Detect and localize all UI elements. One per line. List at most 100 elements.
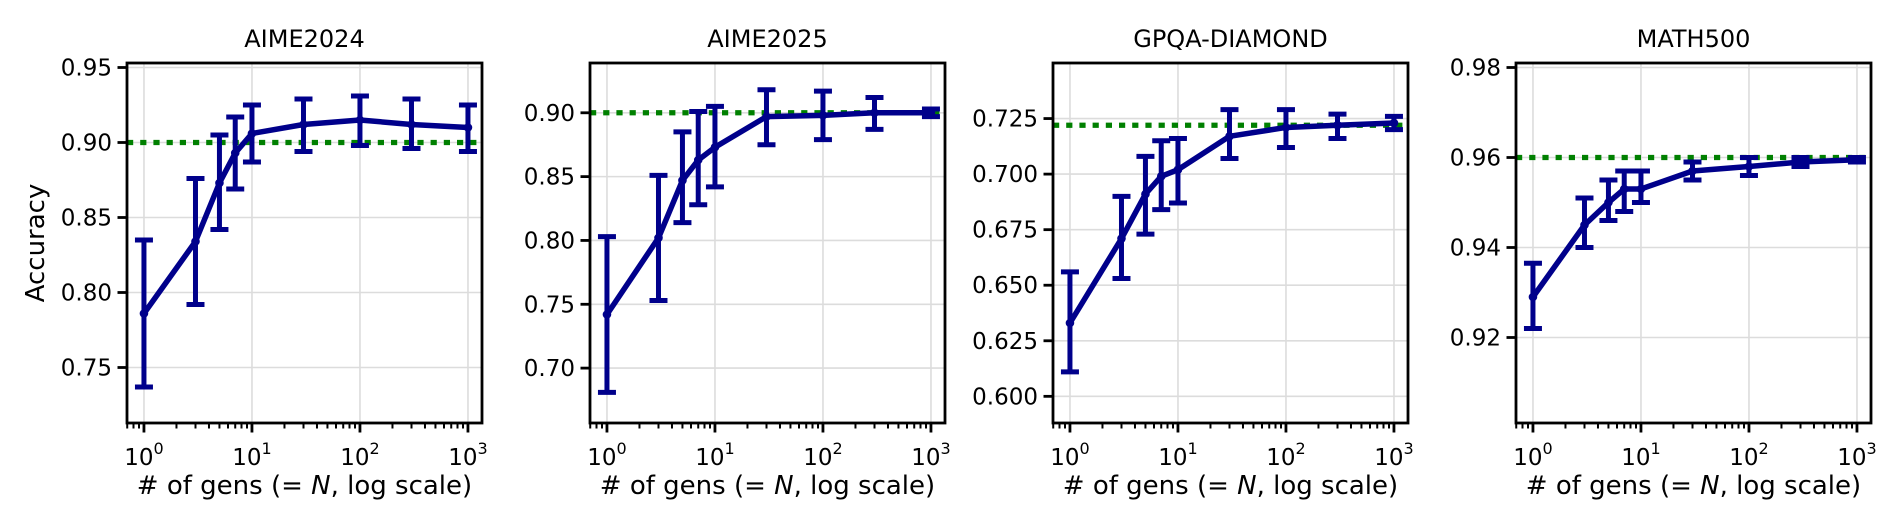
x-tick-label: 103	[1837, 439, 1876, 471]
x-tick-label: 100	[1050, 439, 1089, 471]
x-tick-label: 101	[1621, 439, 1660, 471]
y-tick-label: 0.85	[61, 206, 112, 232]
data-point	[1796, 157, 1805, 167]
data-point	[818, 111, 828, 120]
x-axis-label-variable: N	[311, 471, 331, 501]
plot-area-aime2025: 0.70 0.75 0.80 0.85 0.90 100 101 102 103	[524, 61, 951, 471]
data-point	[1333, 120, 1342, 130]
y-axis-label: Accuracy	[21, 183, 51, 303]
data-point	[1156, 172, 1166, 181]
x-axis-label-variable: N	[774, 471, 794, 501]
x-tick-label: 102	[1266, 439, 1305, 471]
data-point	[1141, 189, 1150, 199]
data-point	[602, 310, 612, 319]
data-point	[762, 112, 771, 121]
x-axis-label-suffix: , log scale)	[1719, 471, 1862, 501]
x-axis-label-prefix: # of gens (=	[136, 471, 312, 501]
data-point	[355, 115, 365, 125]
subplot-title: MATH500	[1636, 25, 1751, 53]
x-tick-label: 100	[587, 439, 626, 471]
x-axis-label-variable: N	[1237, 471, 1257, 501]
data-point	[1225, 132, 1234, 141]
x-axis-label-prefix: # of gens (=	[599, 471, 775, 501]
x-axis-label-suffix: , log scale)	[1256, 471, 1399, 501]
data-point	[693, 155, 703, 165]
subplot-title: AIME2025	[707, 25, 828, 53]
data-point	[1636, 184, 1646, 194]
x-tick-label: 101	[1158, 439, 1197, 471]
subplot-title: AIME2024	[244, 25, 365, 53]
data-point	[299, 120, 308, 129]
y-tick-label: 0.98	[1450, 56, 1501, 82]
y-tick-label: 0.80	[61, 281, 112, 307]
x-axis-label-prefix: # of gens (=	[1062, 471, 1238, 501]
x-axis-label-variable: N	[1700, 471, 1720, 501]
data-point	[710, 142, 720, 152]
subplot-math500: MATH500 0.92 0.94 0.96 0.98 100 101 102 103 # o…	[1450, 25, 1877, 501]
plot-area-math500: 0.92 0.94 0.96 0.98 100 101 102 103	[1450, 56, 1877, 472]
data-point	[247, 129, 257, 138]
plot-border	[588, 61, 947, 425]
subplot-aime2025: AIME2025 0.70 0.75 0.80 0.85 0.90 100 101 102 10…	[524, 25, 951, 501]
data-point	[1744, 162, 1754, 171]
plot-border	[1514, 61, 1873, 425]
x-axis-label-suffix: , log scale)	[330, 471, 473, 501]
data-point	[191, 237, 200, 246]
y-tick-label: 0.725	[972, 107, 1038, 133]
y-tick-label: 0.90	[524, 101, 575, 127]
data-point	[1688, 166, 1697, 176]
y-tick-label: 0.700	[972, 162, 1038, 188]
plot-area-aime2024: 0.75 0.80 0.85 0.90 0.95 100 101 102 103	[61, 56, 488, 472]
data-point	[1580, 220, 1589, 230]
data-point	[1619, 184, 1629, 194]
x-tick-label: 102	[340, 439, 379, 471]
data-point	[463, 123, 473, 132]
x-tick-label: 103	[448, 439, 487, 471]
x-tick-label: 102	[1729, 439, 1768, 471]
data-point	[870, 108, 879, 118]
x-tick-label: 101	[232, 439, 271, 471]
data-point	[230, 148, 240, 158]
data-point	[1173, 165, 1183, 174]
data-point	[1065, 318, 1075, 328]
data-point	[215, 178, 224, 188]
plot-area-gpqa-diamond: 0.600 0.625 0.650 0.675 0.700 0.725 100 101 102 1…	[972, 61, 1414, 471]
data-point	[1281, 123, 1291, 132]
data-point	[1528, 292, 1538, 302]
y-tick-label: 0.94	[1450, 236, 1501, 262]
y-tick-label: 0.95	[61, 56, 112, 82]
x-axis-label-prefix: # of gens (=	[1525, 471, 1701, 501]
y-tick-label: 0.675	[972, 218, 1038, 244]
data-point	[926, 108, 936, 118]
y-tick-label: 0.96	[1450, 146, 1501, 172]
y-tick-label: 0.85	[524, 165, 575, 191]
y-tick-label: 0.92	[1450, 326, 1501, 352]
x-tick-label: 102	[803, 439, 842, 471]
data-point	[1389, 118, 1399, 128]
y-tick-label: 0.600	[972, 384, 1038, 410]
y-tick-label: 0.70	[524, 356, 575, 382]
x-tick-label: 100	[1513, 439, 1552, 471]
data-point	[407, 120, 416, 129]
y-tick-label: 0.75	[524, 292, 575, 318]
y-tick-label: 0.90	[61, 131, 112, 157]
x-tick-label: 103	[911, 439, 950, 471]
y-tick-label: 0.75	[61, 356, 112, 382]
subplot-title: GPQA-DIAMOND	[1133, 25, 1328, 53]
x-axis-label: # of gens (= N, log scale)	[520, 471, 1015, 501]
x-axis-label: # of gens (= N, log scale)	[983, 471, 1478, 501]
subplot-aime2024: AIME2024 0.75 0.80 0.85 0.90 0.95 100 101 102 10…	[61, 25, 488, 501]
x-tick-label: 100	[124, 439, 163, 471]
data-point	[1852, 155, 1862, 165]
data-point	[654, 233, 663, 243]
data-point	[1604, 198, 1613, 207]
y-tick-label: 0.80	[524, 228, 575, 254]
x-tick-label: 103	[1374, 439, 1413, 471]
x-axis-label-suffix: , log scale)	[793, 471, 936, 501]
y-tick-label: 0.625	[972, 329, 1038, 355]
data-point	[1117, 234, 1126, 243]
data-point	[678, 176, 687, 185]
data-point	[139, 309, 149, 318]
x-axis-label: # of gens (= N, log scale)	[1446, 471, 1893, 501]
